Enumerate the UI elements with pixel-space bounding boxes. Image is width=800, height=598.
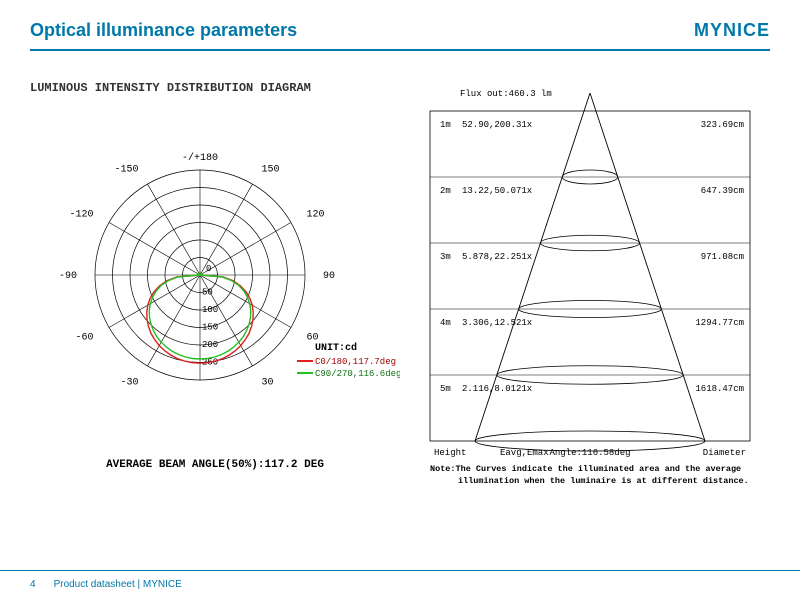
svg-text:C0/180,117.7deg: C0/180,117.7deg <box>315 357 396 367</box>
svg-text:52.90,200.31x: 52.90,200.31x <box>462 120 532 130</box>
svg-text:60: 60 <box>307 333 319 344</box>
svg-text:Height: Height <box>434 448 466 458</box>
svg-text:3m: 3m <box>440 252 451 262</box>
svg-text:Angle:116.58deg: Angle:116.58deg <box>549 448 630 458</box>
svg-text:2m: 2m <box>440 186 451 196</box>
page-title: Optical illuminance parameters <box>30 20 297 41</box>
svg-text:-120: -120 <box>69 210 93 221</box>
beam-angle-caption: AVERAGE BEAM ANGLE(50%):117.2 DEG <box>30 459 400 471</box>
svg-text:50: 50 <box>202 288 213 298</box>
svg-text:-90: -90 <box>59 271 77 282</box>
brand-logo: MYNICE <box>694 20 770 41</box>
svg-text:323.69cm: 323.69cm <box>701 120 744 130</box>
polar-title: LUMINOUS INTENSITY DISTRIBUTION DIAGRAM <box>30 81 400 95</box>
cone-diagram: Flux out:460.3 lm 1m 52.90,200.31x 323.69cm… <box>420 81 760 481</box>
svg-text:1m: 1m <box>440 120 451 130</box>
svg-text:3.306,12.521x: 3.306,12.521x <box>462 318 532 328</box>
svg-text:4m: 4m <box>440 318 451 328</box>
svg-text:120: 120 <box>307 210 325 221</box>
footer-text: Product datasheet | MYNICE <box>54 579 182 590</box>
svg-text:647.39cm: 647.39cm <box>701 186 744 196</box>
svg-text:13.22,50.071x: 13.22,50.071x <box>462 186 532 196</box>
svg-text:5m: 5m <box>440 384 451 394</box>
svg-text:0: 0 <box>206 264 211 274</box>
svg-text:Note:The Curves indicate the i: Note:The Curves indicate the illuminated… <box>430 464 741 474</box>
svg-text:UNIT:cd: UNIT:cd <box>315 342 357 354</box>
svg-text:150: 150 <box>202 323 218 333</box>
svg-text:1618.47cm: 1618.47cm <box>695 384 744 394</box>
svg-text:5.878,22.251x: 5.878,22.251x <box>462 252 532 262</box>
svg-text:2.116,8.0121x: 2.116,8.0121x <box>462 384 532 394</box>
svg-text:90: 90 <box>323 271 335 282</box>
polar-diagram: -/+180 -150 -120 -90 -60 -30 30 60 90 120 150 0 50 10… <box>30 135 400 455</box>
svg-text:-30: -30 <box>120 378 138 389</box>
svg-text:Diameter: Diameter <box>703 448 746 458</box>
page-number: 4 <box>30 579 36 590</box>
svg-text:illumination when the luminair: illumination when the luminaire is at di… <box>458 476 749 486</box>
svg-text:150: 150 <box>262 164 280 175</box>
footer: 4 Product datasheet | MYNICE <box>0 570 800 598</box>
svg-text:200: 200 <box>202 340 218 350</box>
svg-text:-60: -60 <box>75 333 93 344</box>
svg-text:971.08cm: 971.08cm <box>701 252 744 262</box>
svg-text:C90/270,116.6deg: C90/270,116.6deg <box>315 369 400 379</box>
svg-text:Flux out:460.3 lm: Flux out:460.3 lm <box>460 89 552 99</box>
svg-text:-150: -150 <box>114 164 138 175</box>
svg-text:-/+180: -/+180 <box>182 152 218 164</box>
svg-text:30: 30 <box>262 378 274 389</box>
svg-text:Eavg,Emax: Eavg,Emax <box>500 448 549 458</box>
svg-text:1294.77cm: 1294.77cm <box>695 318 744 328</box>
svg-text:100: 100 <box>202 305 218 315</box>
